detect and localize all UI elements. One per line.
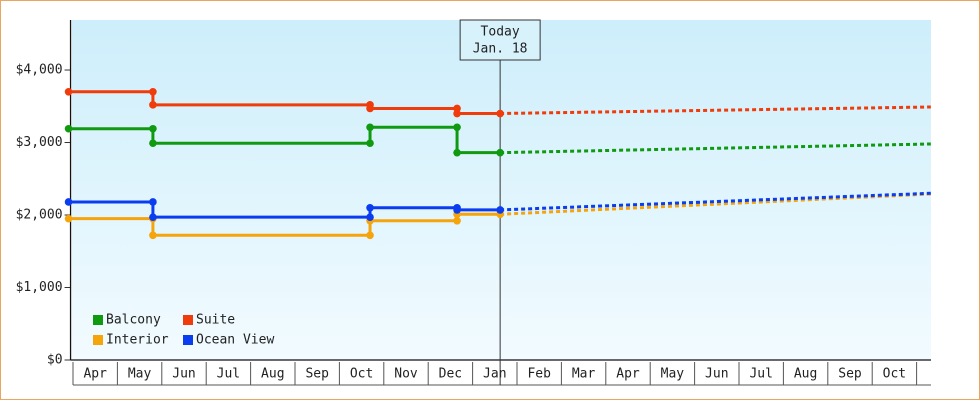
legend-swatch [93, 335, 103, 345]
x-tick-label: Mar [572, 367, 596, 382]
point [149, 139, 157, 148]
x-tick-label: Aug [261, 367, 284, 382]
x-tick-label: Oct [883, 367, 906, 382]
point [149, 198, 157, 206]
point [64, 198, 73, 206]
x-tick-label: Apr [83, 367, 107, 382]
point [64, 124, 73, 133]
point [453, 217, 461, 225]
point [64, 214, 73, 223]
x-tick-label: Feb [527, 367, 551, 382]
x-tick-label: Apr [616, 367, 640, 382]
x-tick-label: May [128, 367, 152, 382]
point [453, 148, 461, 157]
x-tick-label: Jul [217, 367, 240, 382]
legend-swatch [183, 315, 193, 325]
x-tick-label: Sep [838, 367, 862, 382]
y-tick-label: $0 [47, 353, 63, 368]
x-tick-label: Jul [749, 367, 772, 382]
x-tick-label: Dec [439, 367, 462, 382]
point [366, 203, 374, 212]
point [149, 231, 157, 240]
forecast-segment [500, 105, 931, 116]
x-tick-label: Jan [483, 367, 506, 382]
point [496, 206, 504, 214]
y-tick-label: $1,000 [16, 280, 63, 295]
y-tick-label: $2,000 [16, 208, 63, 223]
forecast-segment [500, 191, 931, 212]
point [453, 123, 461, 132]
legend-swatch [183, 335, 193, 345]
today-label: Today [481, 25, 520, 40]
x-tick-label: Jun [705, 367, 728, 382]
point [149, 101, 157, 109]
legend-label: Ocean View [196, 333, 274, 348]
point [366, 104, 374, 113]
point [453, 206, 461, 214]
point [453, 109, 461, 118]
x-tick-label: May [661, 367, 685, 382]
point [496, 148, 504, 157]
legend-label: Interior [106, 333, 169, 348]
forecast-segment [500, 142, 931, 155]
today-box [459, 19, 541, 61]
point [149, 124, 157, 133]
x-tick-label: Oct [350, 367, 373, 382]
x-tick-label: Sep [305, 367, 329, 382]
point [149, 213, 157, 221]
legend-label: Balcony [106, 313, 161, 328]
legend-label: Suite [196, 313, 235, 328]
x-tick-label: Jun [172, 367, 195, 382]
point [366, 123, 374, 132]
point [366, 213, 374, 221]
plot-area [72, 20, 931, 360]
y-tick-label: $3,000 [16, 135, 63, 150]
point [64, 87, 73, 96]
point [149, 87, 157, 96]
point [366, 231, 374, 240]
today-date: Jan. 18 [473, 42, 528, 57]
point [366, 139, 374, 148]
x-tick-label: Aug [794, 367, 817, 382]
point [496, 109, 504, 118]
x-tick-label: Nov [394, 367, 418, 382]
legend-swatch [93, 315, 103, 325]
y-tick-label: $4,000 [16, 63, 63, 78]
